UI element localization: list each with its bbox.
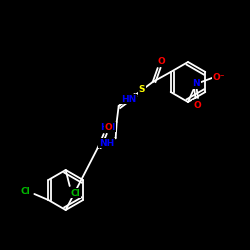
Text: Cl: Cl [20, 186, 30, 196]
Text: O: O [193, 100, 201, 110]
Text: HN: HN [121, 94, 136, 104]
Text: HN: HN [100, 122, 115, 132]
Text: N: N [192, 80, 200, 88]
Text: O: O [105, 124, 112, 132]
Text: O: O [158, 58, 166, 66]
Text: Cl: Cl [71, 188, 81, 198]
Text: NH: NH [99, 138, 114, 147]
Text: O⁻: O⁻ [213, 72, 225, 82]
Text: S: S [138, 86, 145, 94]
